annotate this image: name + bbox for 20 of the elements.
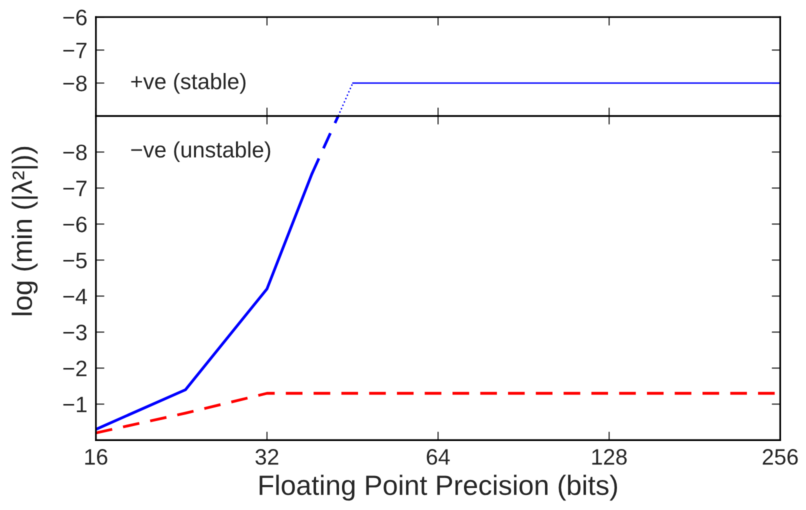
x-tick-label: 16	[85, 449, 108, 465]
annotation: −ve (unstable)	[131, 141, 270, 162]
y-tick-label: −8	[63, 144, 87, 160]
x-axis-title: Floating Point Precision (bits)	[260, 474, 617, 501]
y-tick-label: −1	[63, 396, 86, 412]
annotation: +ve (stable)	[131, 73, 246, 94]
x-tick-label: 32	[255, 449, 278, 465]
y-tick-label: −7	[63, 42, 86, 58]
y-tick-label: −8	[63, 76, 87, 92]
y-tick-label: −7	[63, 180, 86, 196]
y-tick-label: −6	[63, 10, 87, 26]
y-tick-label: −4	[63, 288, 87, 304]
x-tick-label: 256	[762, 449, 798, 465]
x-tick-label: 128	[592, 449, 627, 465]
y-tick-label: −6	[63, 216, 87, 232]
x-tick-label: 64	[426, 449, 450, 465]
y-tick-label: −5	[63, 252, 87, 268]
y-axis-title: log (min (|λ²|))	[12, 146, 38, 316]
y-tick-label: −3	[63, 324, 87, 340]
y-tick-label: −2	[63, 360, 86, 376]
